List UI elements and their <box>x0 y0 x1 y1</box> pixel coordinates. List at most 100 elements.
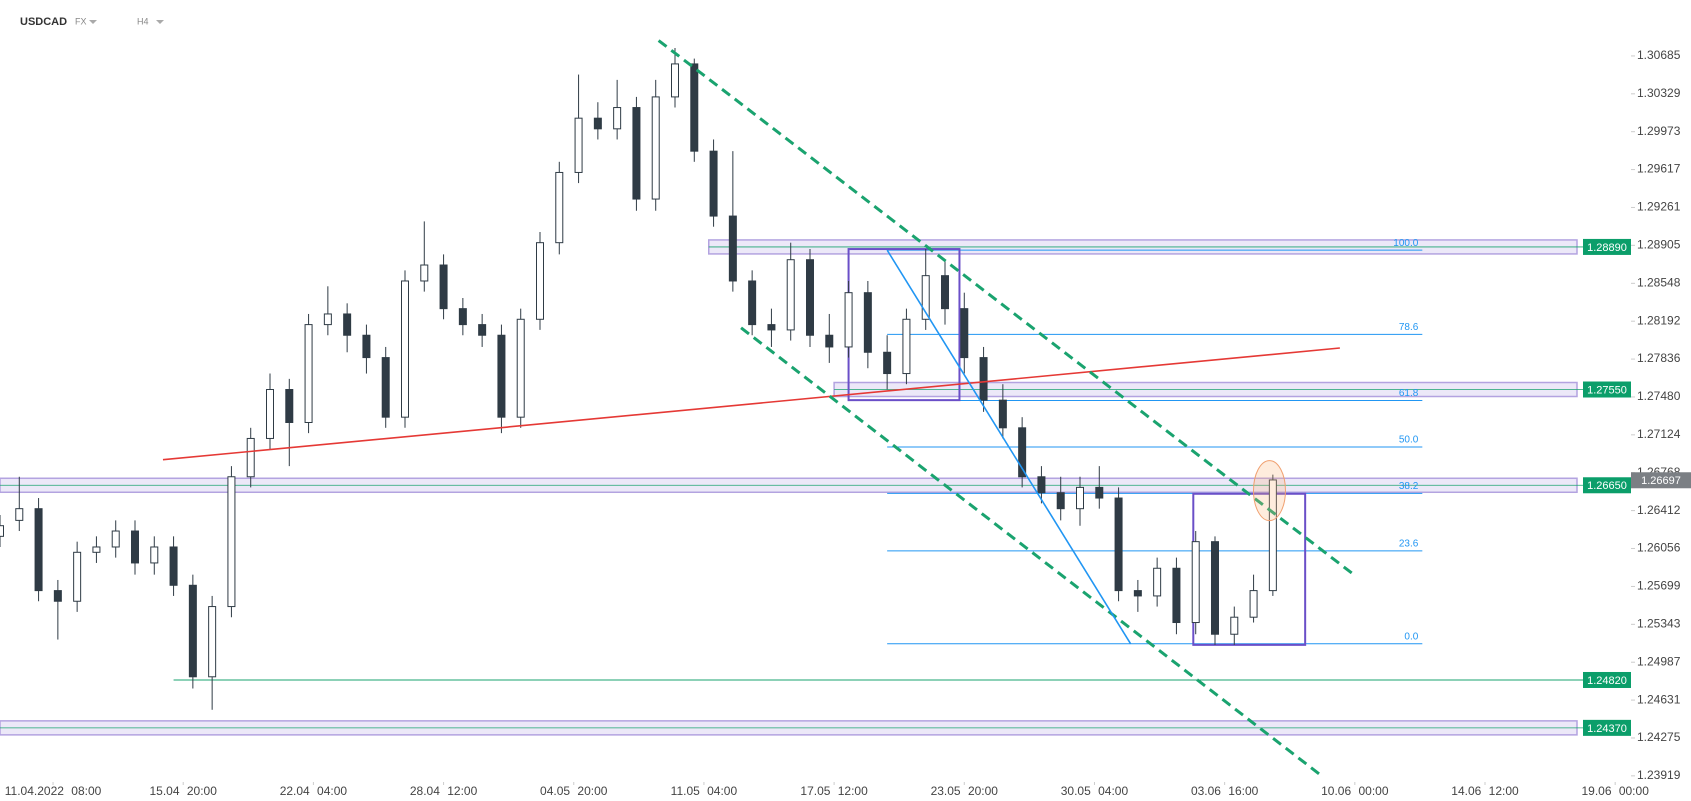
candle-body <box>574 117 583 173</box>
y-tick-label: 1.26412 <box>1637 503 1681 517</box>
trendline <box>886 249 1132 645</box>
y-tick-label: 1.29617 <box>1637 162 1681 176</box>
candle-body <box>53 590 62 602</box>
candle-body <box>1018 427 1027 478</box>
box <box>1192 492 1307 646</box>
x-tick-label: 10.06 00:00 <box>1321 784 1389 798</box>
x-tick-label: 14.06 12:00 <box>1451 784 1519 798</box>
x-tick-label: 30.05 04:00 <box>1061 784 1129 798</box>
candle-body <box>671 63 679 98</box>
candle-body <box>516 318 525 418</box>
fib-label: 50.0 <box>1399 435 1419 446</box>
x-tick-label: 22.04 04:00 <box>280 784 348 798</box>
timeframe[interactable]: H4 <box>137 16 149 26</box>
candle-body <box>381 357 390 418</box>
zone-label-box <box>1583 719 1631 736</box>
candle-body <box>15 508 24 521</box>
trendline <box>740 326 1323 777</box>
candle-body <box>1095 486 1104 499</box>
fib-label: 78.6 <box>1399 322 1419 333</box>
candle-body <box>613 107 622 130</box>
x-tick-label: 04.05 20:00 <box>540 784 608 798</box>
candle-body <box>806 259 814 336</box>
candle-body <box>941 275 949 310</box>
zone-label: 1.24370 <box>1587 723 1627 735</box>
candle-body <box>73 551 82 602</box>
y-tick-label: 1.27836 <box>1637 351 1681 365</box>
candle-body <box>1211 541 1219 635</box>
candle-body <box>227 476 236 608</box>
market-caret[interactable] <box>89 20 97 24</box>
candle-body <box>1249 590 1258 618</box>
candle-body <box>420 264 429 282</box>
candle-body <box>555 171 564 244</box>
candle-body <box>902 318 911 375</box>
y-tick-label: 1.24631 <box>1637 692 1681 706</box>
y-tick-label: 1.27480 <box>1637 389 1681 403</box>
zone-label: 1.26650 <box>1587 480 1627 492</box>
y-tick-label: 1.28905 <box>1637 238 1681 252</box>
candle-body <box>1114 497 1123 592</box>
candle-body <box>593 117 602 130</box>
candle-body <box>883 351 892 375</box>
fib-label: 23.6 <box>1399 539 1419 550</box>
y-tick-label: 1.30329 <box>1637 86 1681 100</box>
timeframe-caret[interactable] <box>156 20 164 24</box>
candle-body <box>131 530 139 564</box>
x-tick-label: 11.04.2022 08:00 <box>5 784 102 798</box>
y-tick-label: 1.23919 <box>1637 768 1681 782</box>
zone-label: 1.28890 <box>1587 242 1627 254</box>
x-tick-label: 19.06 00:00 <box>1581 784 1649 798</box>
symbol: USDCAD <box>20 16 67 28</box>
candle-body <box>767 324 776 331</box>
candle-body <box>690 63 699 152</box>
zone-label-box <box>1583 238 1631 255</box>
candle-body <box>401 280 409 418</box>
candle-body <box>863 292 872 353</box>
candle-body <box>1230 616 1239 635</box>
candle-body <box>246 437 255 478</box>
fib-label: 0.0 <box>1404 631 1418 642</box>
y-tick-label: 1.24275 <box>1637 730 1681 744</box>
candle-body <box>921 275 930 320</box>
candle-body <box>111 530 120 548</box>
x-tick-label: 17.05 12:00 <box>800 784 868 798</box>
y-tick-label: 1.29261 <box>1637 200 1681 214</box>
x-tick-label: 11.05 04:00 <box>671 784 738 798</box>
candle-body <box>266 389 274 439</box>
candle-body <box>1268 479 1277 592</box>
candle-body <box>343 313 352 336</box>
x-tick-label: 23.05 20:00 <box>931 784 999 798</box>
candle-body <box>208 606 217 678</box>
x-tick-label: 15.04 20:00 <box>150 784 218 798</box>
candle-body <box>825 334 834 348</box>
candle-body <box>1037 476 1046 494</box>
candle-body <box>323 313 332 326</box>
support-label: 1.24820 <box>1587 675 1627 687</box>
candle-body <box>748 280 757 326</box>
x-tick-label: 28.04 12:00 <box>410 784 478 798</box>
y-tick-label: 1.27124 <box>1637 427 1681 441</box>
support-label-box <box>1583 671 1631 688</box>
candle-body <box>651 96 660 200</box>
candle-body <box>960 308 969 359</box>
y-tick-label: 1.24987 <box>1637 654 1681 668</box>
x-tick-label: 03.06 16:00 <box>1191 784 1259 798</box>
candle-body <box>979 357 988 401</box>
candle-body <box>1133 590 1142 597</box>
highlight <box>1252 460 1286 522</box>
candle-body <box>1056 492 1065 510</box>
zone-label-box <box>1583 381 1631 398</box>
candle-body <box>150 546 159 564</box>
candle-body <box>709 150 718 217</box>
candle-body <box>998 399 1007 429</box>
candle-body <box>1076 486 1084 510</box>
candle-body <box>34 508 43 592</box>
fib-label: 61.8 <box>1399 388 1419 399</box>
candle-body <box>478 324 487 336</box>
trendline <box>162 347 1340 461</box>
candle-body <box>1172 567 1181 624</box>
market[interactable]: FX <box>75 16 87 26</box>
